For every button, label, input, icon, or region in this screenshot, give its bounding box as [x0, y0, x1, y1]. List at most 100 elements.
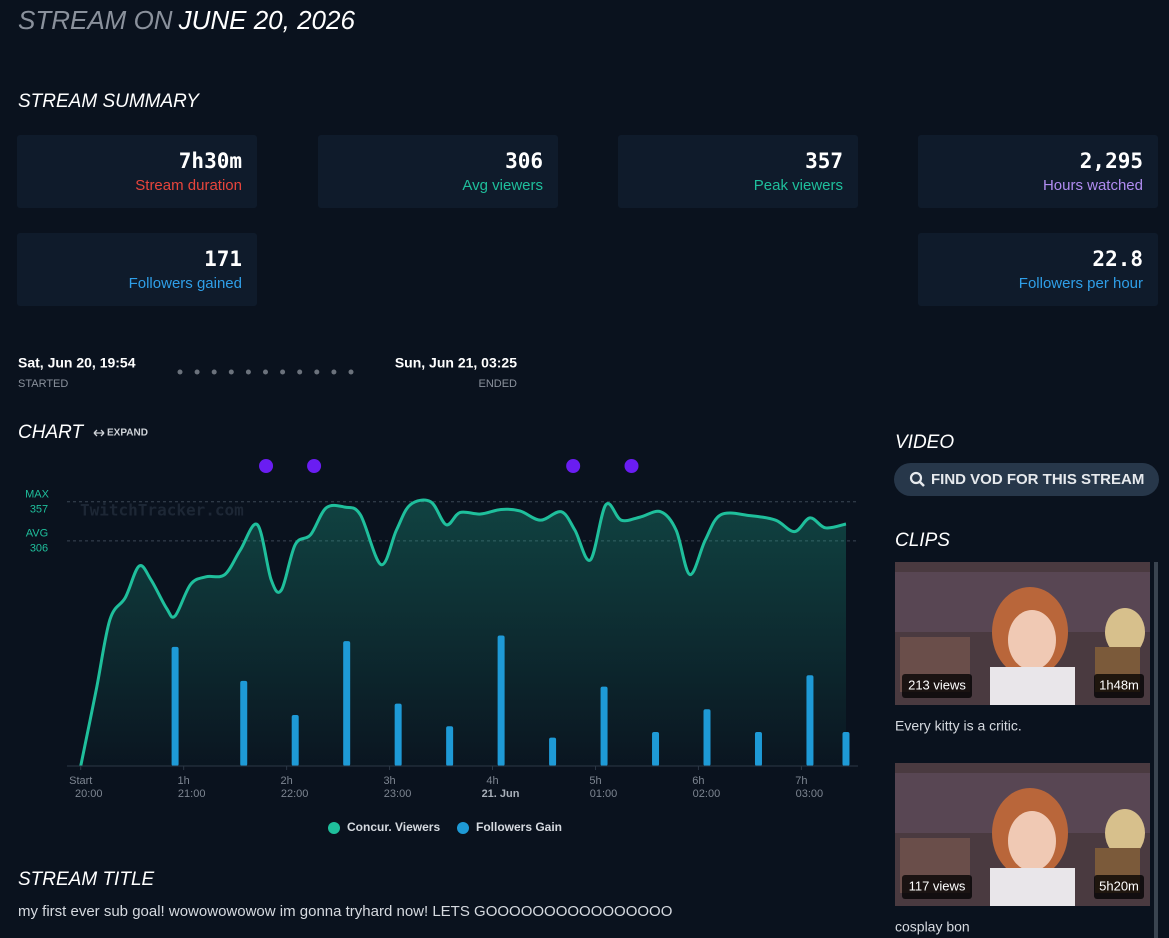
stat-card — [618, 135, 858, 208]
timeline-dot — [177, 369, 183, 375]
expand-button[interactable]: EXPAND — [107, 428, 148, 439]
thumb-face — [1008, 811, 1056, 871]
start-time: Sat, Jun 20, 19:54 — [18, 355, 136, 371]
thumb-face — [1008, 610, 1056, 670]
bar — [343, 641, 351, 766]
legend-label[interactable]: Concur. Viewers — [347, 820, 440, 834]
x-tick-label: 5h — [589, 775, 601, 787]
stat-label: Hours watched — [1043, 177, 1143, 194]
timeline-dot — [228, 369, 234, 375]
bar — [240, 680, 248, 766]
timeline-dot — [314, 369, 320, 375]
start-label: STARTED — [18, 378, 68, 390]
stat-value: 7h30m — [179, 149, 242, 173]
watermark: TwitchTracker.com — [80, 501, 244, 520]
section-title: STREAM TITLE — [18, 869, 155, 890]
bar — [600, 686, 608, 766]
clip-views: 213 views — [908, 677, 966, 692]
clip-card[interactable]: 213 views 1h48m Every kitty is a critic. — [895, 562, 1150, 734]
title-prefix: STREAM ON — [18, 5, 173, 35]
title-date: JUNE 20, 2026 — [178, 5, 356, 35]
end-label: ENDED — [478, 378, 517, 390]
event-marker — [307, 459, 322, 473]
stream-title-text: my first ever sub goal! wowowowowow im g… — [18, 903, 672, 920]
area-fill — [80, 500, 846, 766]
stat-card — [318, 135, 558, 208]
scrollbar — [1154, 562, 1158, 938]
thumb-figure — [1105, 608, 1145, 656]
thumb-body — [990, 667, 1075, 705]
bar — [806, 675, 814, 766]
timeline-dot — [263, 369, 268, 375]
views-badge — [902, 674, 972, 698]
stat-card — [17, 135, 257, 208]
stat-label: Stream duration — [135, 177, 242, 194]
reference-value: 306 — [30, 543, 48, 555]
clip-card[interactable]: 117 views 5h20m cosplay bon — [895, 763, 1150, 935]
stat-value: 357 — [805, 149, 843, 173]
event-marker — [624, 459, 639, 473]
clip-duration: 5h20m — [1099, 878, 1139, 893]
x-tick-label: 7h — [795, 775, 807, 787]
x-tick-sublabel: 21. Jun — [482, 788, 520, 800]
duration-badge — [1094, 875, 1144, 899]
bar — [291, 714, 299, 766]
legend-swatch — [328, 822, 340, 834]
section-title: CHART — [18, 422, 84, 443]
bar — [549, 737, 557, 766]
timeline-dot — [245, 369, 251, 375]
x-tick-sublabel: 20:00 — [75, 788, 103, 800]
timeline-dot — [211, 369, 217, 375]
bar — [754, 731, 762, 766]
reference-label: AVG — [26, 528, 48, 540]
clip-duration: 1h48m — [1099, 677, 1139, 692]
x-tick-label: 6h — [692, 775, 704, 787]
thumb-body — [990, 868, 1075, 906]
stat-label: Peak viewers — [754, 177, 843, 194]
page-title: STREAM ON JUNE 20, 2026 — [18, 5, 355, 35]
vod-button[interactable] — [894, 463, 1159, 496]
x-tick-label: Start — [69, 775, 92, 787]
section-title: VIDEO — [895, 432, 954, 453]
x-tick-sublabel: 21:00 — [178, 788, 206, 800]
stat-card — [918, 233, 1158, 306]
timeline-dot — [280, 369, 286, 375]
bar — [842, 731, 850, 766]
vod-button-label: FIND VOD FOR THIS STREAM — [931, 471, 1144, 488]
stat-value: 171 — [204, 247, 242, 271]
thumb-figure — [1105, 809, 1145, 857]
x-tick-sublabel: 23:00 — [384, 788, 412, 800]
search-icon — [909, 471, 923, 485]
x-tick-sublabel: 02:00 — [693, 788, 721, 800]
legend-label[interactable]: Followers Gain — [476, 820, 562, 834]
duration-badge — [1094, 674, 1144, 698]
bar — [394, 703, 402, 766]
bar — [652, 731, 660, 766]
reference-label: MAX — [25, 489, 50, 501]
timeline-dot — [297, 369, 303, 375]
event-marker — [566, 459, 581, 473]
legend-swatch — [457, 822, 469, 834]
x-tick-sublabel: 22:00 — [281, 788, 309, 800]
expand-icon — [93, 429, 105, 437]
stat-label: Avg viewers — [462, 177, 543, 194]
x-tick-label: 1h — [178, 775, 190, 787]
x-tick-sublabel: 03:00 — [796, 788, 824, 800]
timeline-dot — [194, 369, 200, 375]
clip-title: Every kitty is a critic. — [895, 718, 1022, 734]
stat-card — [918, 135, 1158, 208]
clip-views: 117 views — [909, 878, 966, 893]
x-tick-label: 4h — [486, 775, 498, 787]
clip-title: cosplay bon — [895, 919, 970, 935]
stat-label: Followers gained — [129, 275, 242, 292]
event-marker — [259, 459, 274, 473]
x-tick-label: 2h — [281, 775, 293, 787]
x-tick-sublabel: 01:00 — [590, 788, 618, 800]
bar — [446, 726, 454, 766]
x-tick-label: 3h — [383, 775, 395, 787]
stat-label: Followers per hour — [1019, 275, 1143, 292]
reference-value: 357 — [30, 504, 48, 516]
timeline-dot — [331, 369, 337, 375]
section-title: STREAM SUMMARY — [18, 91, 200, 112]
